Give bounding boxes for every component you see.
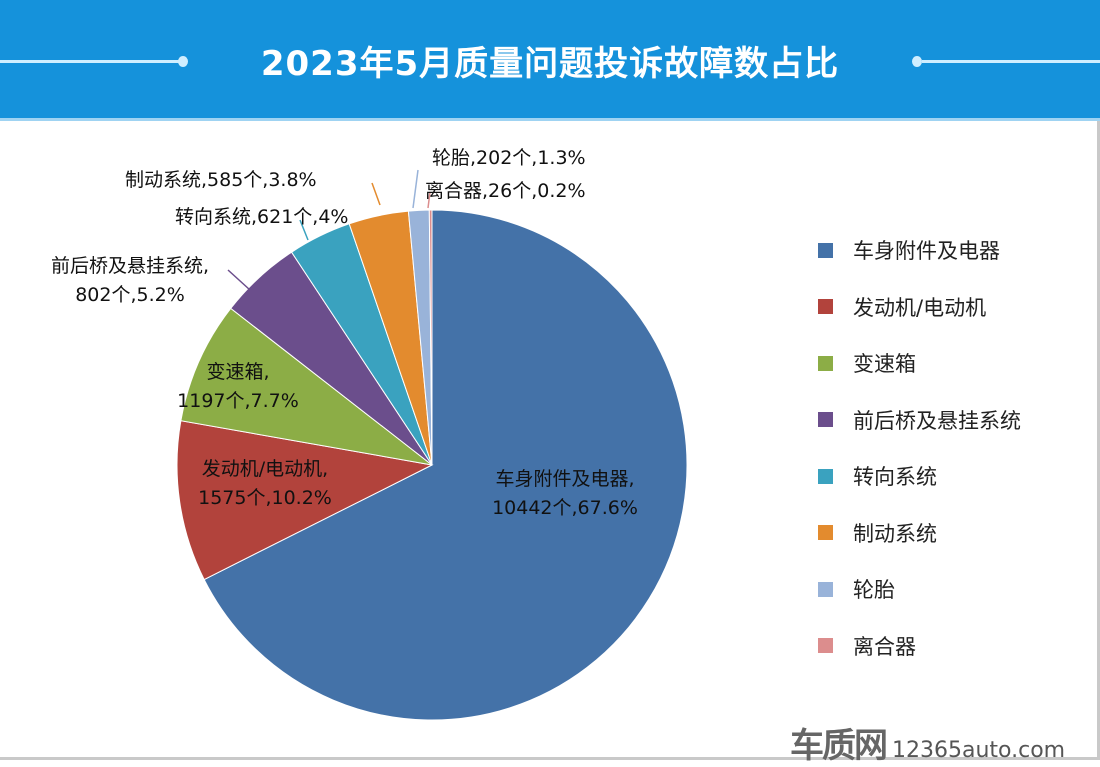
legend-swatch	[818, 638, 833, 654]
data-label-1: 发动机/电动机,	[202, 458, 328, 480]
legend-item: 轮胎	[818, 561, 1021, 618]
watermark-url: 12365auto.com	[892, 738, 1066, 763]
data-label-2: 变速箱,	[206, 361, 269, 383]
legend-item: 发动机/电动机	[818, 279, 1021, 336]
legend-swatch	[818, 242, 833, 258]
legend: 车身附件及电器 发动机/电动机 变速箱前后桥及悬挂系统 转向系统制动系统轮胎离合器	[818, 222, 1021, 674]
legend-swatch	[818, 525, 833, 541]
legend-item: 制动系统	[818, 505, 1021, 562]
watermark-logo: 车质网	[790, 726, 888, 766]
legend-label: 转向系统	[853, 465, 937, 490]
leader-line-5	[371, 182, 381, 206]
pie-slice-7	[428, 209, 433, 466]
data-label-3: 802个,5.2%	[75, 284, 185, 306]
pie-slice-1	[176, 420, 434, 581]
decor-dot-right	[912, 56, 922, 67]
data-label-4: 转向系统,621个,4%	[175, 206, 349, 228]
decor-line-right	[922, 60, 1100, 63]
data-label-0: 车身附件及电器,	[495, 468, 634, 490]
legend-swatch	[818, 581, 833, 597]
watermark: 车质网 12365auto.com	[790, 718, 1065, 767]
decor-dot-left	[178, 56, 188, 67]
pie-slice-2	[180, 307, 433, 466]
legend-label: 制动系统	[853, 521, 937, 546]
decor-line-left	[0, 60, 182, 63]
chart-frame	[0, 121, 1100, 760]
data-label-0: 10442个,67.6%	[492, 497, 638, 519]
legend-swatch	[818, 412, 833, 428]
pie-slice-0	[203, 209, 688, 721]
title-banner: 2023年5月质量问题投诉故障数占比	[0, 0, 1100, 121]
legend-label: 前后桥及悬挂系统	[853, 408, 1021, 433]
leader-line-3	[227, 269, 251, 291]
data-label-1: 1575个,10.2%	[198, 487, 332, 509]
legend-item: 变速箱	[818, 335, 1021, 392]
legend-label: 发动机/电动机	[853, 295, 987, 320]
legend-swatch	[818, 299, 833, 315]
legend-label: 车身附件及电器	[853, 239, 1000, 264]
leader-line-6	[412, 169, 419, 209]
data-label-7: 离合器,26个,0.2%	[425, 180, 586, 202]
leader-line-7	[427, 191, 431, 209]
leader-line-4	[299, 219, 309, 241]
data-label-3: 前后桥及悬挂系统,	[51, 255, 209, 277]
data-label-5: 制动系统,585个,3.8%	[125, 169, 317, 191]
data-label-2: 1197个,7.7%	[177, 390, 299, 412]
legend-item: 前后桥及悬挂系统	[818, 392, 1021, 449]
data-label-6: 轮胎,202个,1.3%	[432, 147, 586, 169]
legend-label: 离合器	[853, 634, 916, 659]
legend-item: 车身附件及电器	[818, 222, 1021, 279]
legend-item: 离合器	[818, 618, 1021, 675]
legend-label: 变速箱	[853, 352, 916, 377]
legend-item: 转向系统	[818, 448, 1021, 505]
legend-swatch	[818, 468, 833, 484]
legend-swatch	[818, 355, 833, 371]
legend-label: 轮胎	[853, 578, 895, 603]
chart-title: 2023年5月质量问题投诉故障数占比	[260, 44, 840, 84]
